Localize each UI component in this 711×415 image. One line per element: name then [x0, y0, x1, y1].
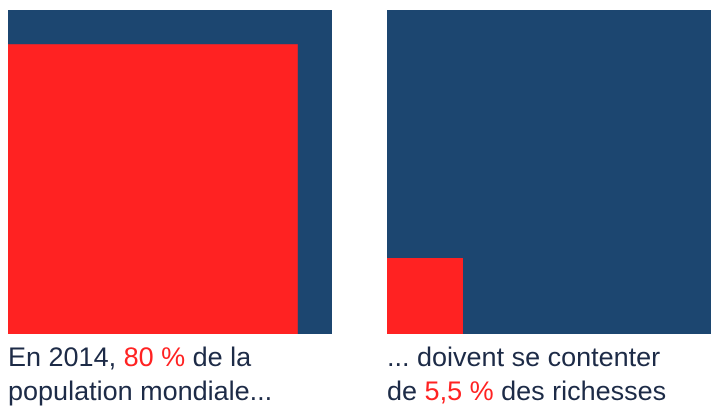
population-share-square — [8, 44, 298, 334]
caption-text: En 2014, — [8, 342, 124, 372]
population-caption-line2: population mondiale... — [8, 376, 273, 406]
population-square-chart — [8, 10, 332, 334]
population-share-value: 80 % — [123, 342, 186, 372]
population-caption: En 2014, 80 % de la population mondiale.… — [8, 340, 272, 408]
wealth-square-chart — [387, 10, 711, 334]
wealth-chart — [387, 10, 711, 334]
wealth-share-value: 5,5 % — [424, 376, 494, 406]
wealth-caption-line2: de 5,5 % des richesses — [387, 374, 666, 408]
caption-text: de la — [185, 342, 252, 372]
population-chart — [8, 10, 332, 334]
wealth-caption-line1: ... doivent se contenter — [387, 342, 661, 372]
population-caption-line1: En 2014, 80 % de la — [8, 340, 272, 374]
wealth-share-square — [387, 258, 463, 334]
wealth-caption: ... doivent se contenter de 5,5 % des ri… — [387, 340, 666, 408]
caption-text: des richesses — [493, 376, 667, 406]
caption-text: de — [387, 376, 425, 406]
